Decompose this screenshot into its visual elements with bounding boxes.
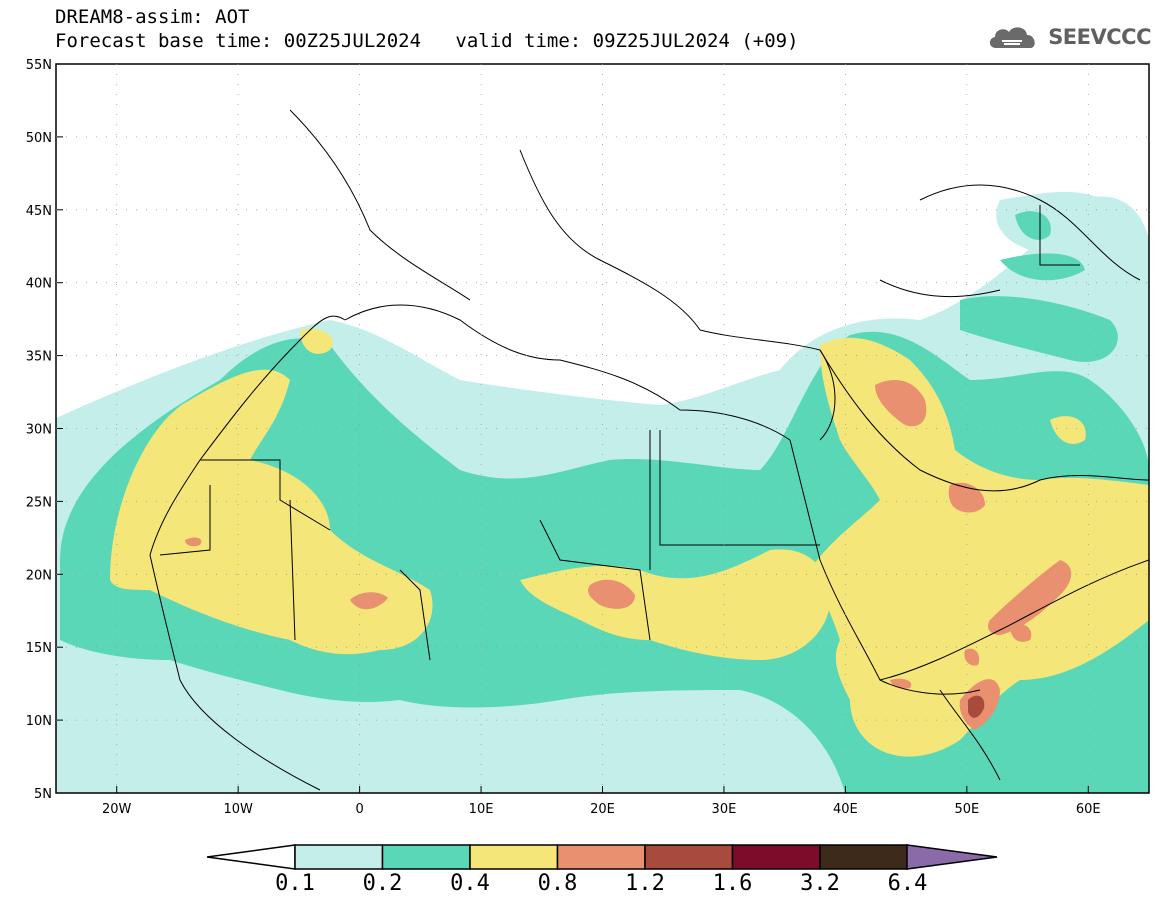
colorbar-label: 1.6 — [713, 871, 753, 896]
colorbar-label: 3.2 — [800, 871, 840, 896]
colorbar-swatch — [381, 844, 471, 870]
lon-label: 10W — [223, 802, 253, 817]
coastlines — [149, 109, 1149, 791]
lat-label: 20N — [26, 568, 52, 583]
lon-label: 0 — [355, 802, 363, 817]
map-title: DREAM8-assim: AOT — [55, 6, 250, 28]
lon-label: 30E — [712, 802, 737, 817]
gridlines — [56, 63, 1149, 794]
colorbar-label: 6.4 — [888, 871, 928, 896]
valid-time: valid time: 09Z25JUL2024 (+09) — [455, 30, 799, 52]
lat-label: 50N — [26, 131, 52, 146]
colorbar-label: 1.2 — [625, 871, 665, 896]
lat-label: 55N — [26, 58, 52, 73]
lon-label: 50E — [954, 802, 979, 817]
lat-label: 10N — [26, 714, 52, 729]
colorbar-swatch — [819, 844, 909, 870]
colorbar-swatch — [469, 844, 559, 870]
lat-label: 25N — [26, 495, 52, 510]
logo-text: SEEVCCC — [1048, 25, 1151, 49]
lat-label: 15N — [26, 641, 52, 656]
colorbar-swatch — [731, 844, 821, 870]
lon-label: 20E — [590, 802, 615, 817]
colorbar-over-arrow — [906, 844, 998, 870]
seevccc-logo: SEEVCCC — [986, 22, 1151, 52]
colorbar-swatch — [294, 844, 384, 870]
colorbar-swatch — [644, 844, 734, 870]
lat-label: 30N — [26, 423, 52, 438]
colorbar-label: 0.4 — [450, 871, 490, 896]
lon-label: 20W — [102, 802, 132, 817]
aot-band-1.2 — [968, 695, 985, 718]
lat-label: 40N — [26, 277, 52, 292]
colorbar: 0.1 0.2 0.4 0.8 1.2 1.6 3.2 6.4 — [206, 844, 998, 896]
aot-field — [56, 64, 1149, 793]
colorbar-label: 0.8 — [538, 871, 578, 896]
cloud-icon — [990, 27, 1035, 48]
lon-label: 10E — [469, 802, 494, 817]
time-info: Forecast base time: 00Z25JUL2024 valid t… — [55, 30, 799, 52]
colorbar-label: 0.1 — [275, 871, 315, 896]
lon-label: 40E — [833, 802, 858, 817]
lon-label: 60E — [1076, 802, 1101, 817]
longitude-labels: 20W 10W 0 10E 20E 30E 40E 50E 60E — [102, 802, 1101, 817]
latitude-labels: 55N 50N 45N 40N 35N 30N 25N 20N 15N 10N 5N — [26, 58, 52, 802]
lat-label: 35N — [26, 350, 52, 365]
colorbar-label: 0.2 — [363, 871, 403, 896]
lat-label: 45N — [26, 204, 52, 219]
base-time: Forecast base time: 00Z25JUL2024 — [55, 30, 422, 52]
colorbar-swatch — [556, 844, 646, 870]
aot-band-0.4 — [110, 328, 1149, 757]
colorbar-under-arrow — [206, 844, 296, 870]
lat-label: 5N — [34, 787, 52, 802]
